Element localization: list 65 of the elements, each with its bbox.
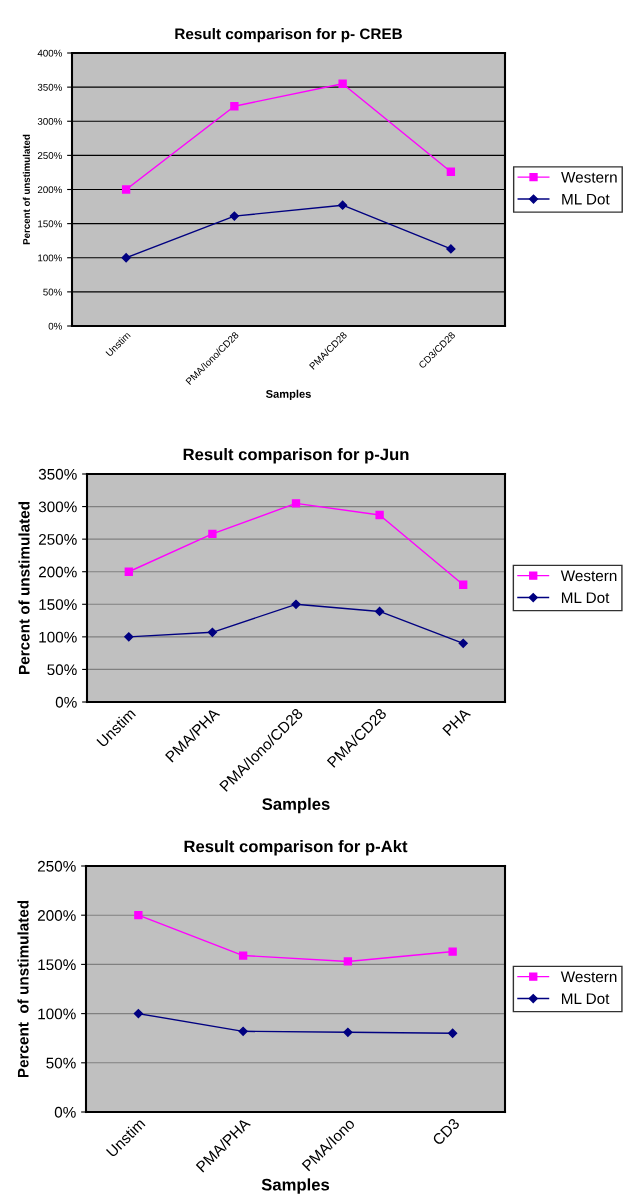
y-tick-label: 100%: [39, 631, 77, 643]
y-tick-label: 200%: [37, 186, 62, 194]
point: [238, 1026, 248, 1036]
y-axis-title: Percent of unstimulated: [17, 900, 29, 1078]
point: [343, 1027, 353, 1037]
chart-title: Result comparison for p-Akt: [184, 840, 408, 856]
y-tick-label: 400%: [37, 49, 62, 57]
y-tick-label: 50%: [43, 288, 62, 296]
y-tick-label: 100%: [38, 254, 62, 262]
x-axis-title: Samples: [265, 389, 311, 401]
y-tick-label: 0%: [48, 322, 62, 330]
point: [121, 185, 131, 194]
point: [230, 102, 239, 111]
y-tick-label: 200%: [37, 910, 76, 921]
point: [446, 244, 456, 254]
y-tick-label: 200%: [38, 566, 77, 578]
legend-label: ML Dot: [561, 993, 610, 1005]
point: [375, 510, 384, 520]
y-tick-label: 300%: [37, 117, 62, 125]
y-axis-title: Percent of unstimulated: [18, 501, 30, 674]
chart-title: Result comparison for p-Jun: [183, 448, 409, 464]
point: [374, 606, 385, 617]
x-tick-label: CD3: [431, 1117, 461, 1146]
point: [446, 167, 456, 176]
y-tick-label: 50%: [47, 664, 77, 676]
point: [448, 947, 457, 956]
y-tick-label: 0%: [55, 696, 77, 708]
point: [338, 79, 347, 88]
point: [343, 957, 353, 966]
y-tick-label: 150%: [38, 959, 76, 971]
y-tick-label: 350%: [38, 468, 77, 480]
x-axis-title: Samples: [262, 797, 330, 814]
y-tick-label: 250%: [37, 152, 62, 159]
legend-label: Western: [560, 971, 617, 983]
legend-label: Western: [560, 570, 617, 582]
legend-label: ML Dot: [562, 193, 610, 205]
point: [458, 638, 468, 648]
point: [459, 580, 468, 589]
point: [124, 567, 133, 576]
y-tick-label: 0%: [54, 1106, 76, 1118]
x-axis-title: Samples: [261, 1178, 330, 1194]
y-tick-label: 250%: [38, 534, 77, 545]
point: [338, 200, 348, 210]
y-tick-label: 250%: [37, 860, 76, 872]
point: [208, 529, 217, 539]
legend-label: ML Dot: [561, 592, 610, 604]
y-tick-label: 300%: [38, 501, 77, 513]
point: [229, 211, 239, 221]
y-axis-title: Percent of unstimulated: [22, 134, 30, 245]
point: [133, 1008, 143, 1019]
chart-title: Result comparison for p- CREB: [175, 28, 402, 43]
point: [238, 951, 248, 960]
y-tick-label: 150%: [38, 220, 62, 228]
y-tick-label: 50%: [46, 1057, 76, 1069]
point: [291, 599, 301, 609]
y-tick-label: 150%: [39, 599, 77, 610]
point: [207, 627, 218, 637]
point: [291, 499, 301, 508]
y-tick-label: 100%: [38, 1008, 76, 1020]
legend-label: Western: [561, 172, 617, 183]
point: [134, 911, 143, 920]
point: [124, 632, 134, 642]
point: [448, 1028, 458, 1038]
point: [121, 253, 131, 263]
y-tick-label: 350%: [37, 83, 62, 91]
